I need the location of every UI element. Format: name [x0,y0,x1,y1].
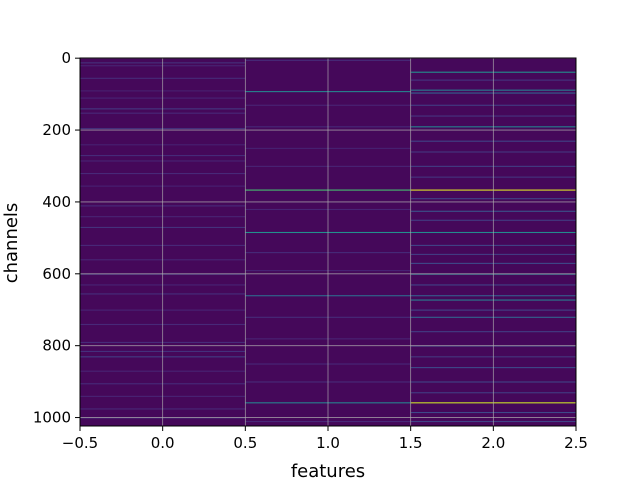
y-tick-label: 200 [42,121,71,139]
x-tick-label: 0.5 [233,434,257,452]
x-axis-ticks: −0.5 0.0 0.5 1.0 1.5 2.0 2.5 [62,426,588,452]
x-tick-label: 2.0 [481,434,505,452]
y-tick-label: 800 [42,337,71,355]
x-tick-label: 0.0 [151,434,175,452]
y-axis-ticks: 0 200 400 600 800 1000 [33,49,80,427]
y-tick-label: 400 [42,193,71,211]
x-tick-label: 2.5 [564,434,588,452]
x-tick-label: 1.0 [316,434,340,452]
x-axis-label: features [291,461,365,480]
plot-area [79,57,577,427]
y-tick-label: 1000 [33,409,71,427]
y-tick-label: 0 [61,49,71,67]
x-tick-label: 1.5 [399,434,423,452]
x-tick-label: −0.5 [62,434,98,452]
y-axis-label: channels [1,203,22,284]
y-tick-label: 600 [42,265,71,283]
